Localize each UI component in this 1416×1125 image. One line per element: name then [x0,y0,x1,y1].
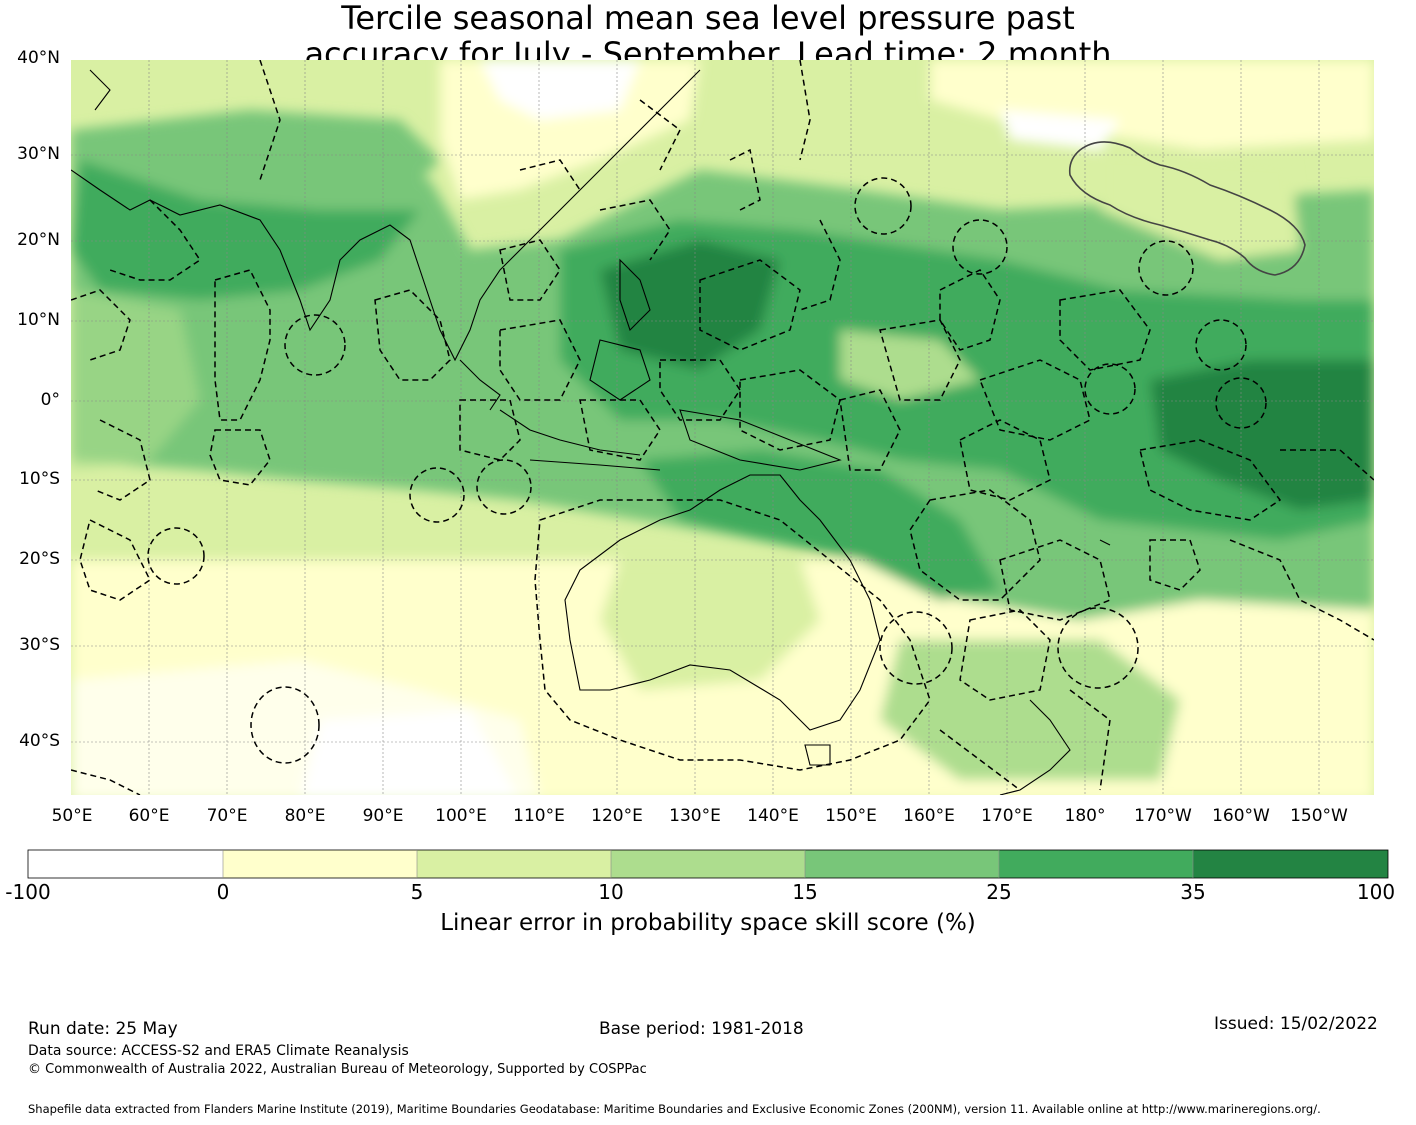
lon-label: 150°W [1290,806,1348,826]
colorbar-segment [999,850,1193,878]
map-title-line-1: Tercile seasonal mean sea level pressure… [341,0,1075,37]
run-date: Run date: 25 May [28,1019,178,1039]
lat-label: 30°S [19,635,60,655]
lon-label: 110°E [513,806,565,826]
coastlines [71,69,1111,795]
lon-label: 130°E [669,806,721,826]
shapefile-credit: Shapefile data extracted from Flanders M… [28,1102,1321,1116]
lon-label: 150°E [825,806,877,826]
lon-label: 90°E [362,806,404,826]
lon-label: 100°E [435,806,487,826]
graticule [71,60,1374,795]
colorbar-tick: 0 [216,880,230,904]
eez-boundaries [71,60,1374,795]
lat-label: 40°S [19,731,60,751]
lon-label: 50°E [51,806,93,826]
copyright: © Commonwealth of Australia 2022, Austra… [28,1062,647,1077]
colorbar-tick: 35 [1180,880,1206,904]
colorbar-tick: 100 [1356,880,1396,904]
lat-label: 10°S [19,469,60,489]
issued-date: Issued: 15/02/2022 [1214,1014,1378,1034]
colorbar-tick: 5 [410,880,424,904]
hawaii-eez-boundary [1068,141,1306,276]
base-period: Base period: 1981-2018 [599,1019,804,1039]
lat-label: 10°N [17,310,60,330]
colorbar-segment [611,850,805,878]
lon-label: 70°E [206,806,248,826]
colorbar-tick: 25 [986,880,1012,904]
skill-shading [71,60,1374,795]
colorbar-segment [223,850,417,878]
colorbar-segment [417,850,611,878]
lat-label: 20°N [17,230,60,250]
colorbar-segment [28,850,223,878]
lon-label: 80°E [284,806,326,826]
lon-label: 180° [1064,806,1106,826]
colorbar-tick: 15 [792,880,818,904]
lon-label: 120°E [591,806,643,826]
colorbar-tick: 10 [598,880,624,904]
colorbar-tick: -100 [5,880,51,904]
colorbar-segment [805,850,999,878]
lat-label: 30°N [17,144,60,164]
lat-label: 20°S [19,549,60,569]
lon-label: 170°E [981,806,1033,826]
lat-label: 0° [40,390,60,410]
colorbar [27,849,1389,879]
lat-label: 40°N [17,48,60,68]
colorbar-label: Linear error in probability space skill … [440,910,976,936]
lon-label: 160°W [1212,806,1270,826]
colorbar-segment [1193,850,1388,878]
lon-label: 60°E [128,806,170,826]
data-source: Data source: ACCESS-S2 and ERA5 Climate … [28,1043,409,1059]
lon-label: 140°E [747,806,799,826]
lon-label: 160°E [903,806,955,826]
lon-label: 170°W [1134,806,1192,826]
